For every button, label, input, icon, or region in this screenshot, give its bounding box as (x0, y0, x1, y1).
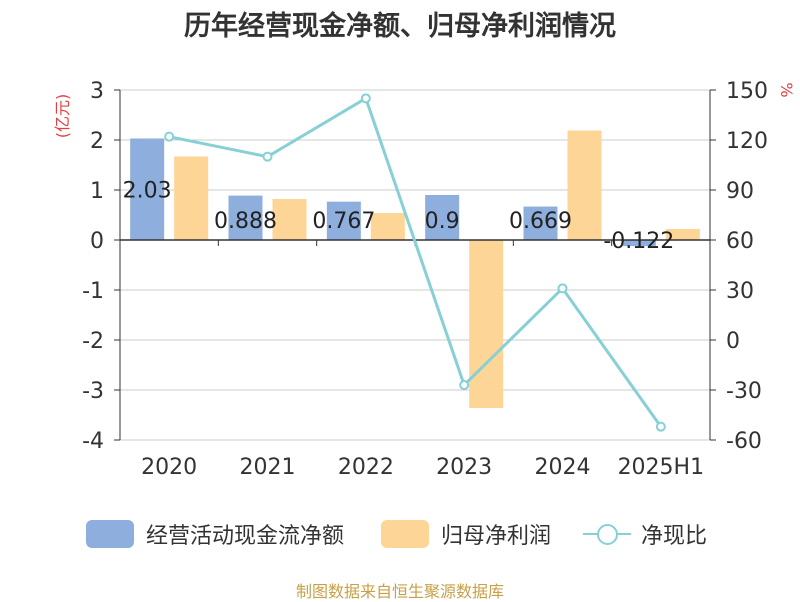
data-label-operating-cash-flow-2020: 2.03 (123, 178, 172, 203)
legend-swatch-net-profit (381, 520, 429, 548)
y-left-tick-label: 2 (90, 129, 104, 154)
net-cash-ratio-point-2023 (459, 380, 470, 390)
bar-net-profit-2022 (370, 213, 405, 240)
y-right-tick-label: 120 (726, 129, 768, 154)
y-right-tick-label: 150 (726, 79, 768, 104)
y-left-tick-label: -1 (82, 279, 104, 304)
bar-operating-cash-flow-2023 (425, 195, 460, 240)
axes: 3 2 1 0 -1 -2 -3 -4 150 120 90 60 30 0 -30 -60 (亿元)% 2020… (53, 79, 796, 480)
chart-plot: 3 2 1 0 -1 -2 -3 -4 150 120 90 60 30 0 -30 -60 (亿元)% 2020… (53, 79, 796, 480)
bar-operating-cash-flow-2021 (228, 195, 263, 240)
x-tick-label-2020: 2020 (141, 455, 197, 480)
y-left-tick-label: -3 (82, 379, 104, 404)
net-cash-ratio-point-2021 (262, 151, 273, 162)
source-note: 制图数据来自恒生聚源数据库 (295, 582, 504, 601)
bar-operating-cash-flow-2025H1 (621, 240, 656, 247)
data-label-operating-cash-flow-2023: 0.9 (425, 209, 460, 234)
y-left-tick-label: 0 (90, 229, 104, 254)
net-cash-ratio-polyline (168, 96, 663, 428)
y-left-tick-label: -4 (82, 429, 104, 454)
legend-item-net-cash-ratio[interactable]: 净现比 (583, 516, 707, 552)
data-label-operating-cash-flow-2025H1: -0.122 (603, 229, 674, 254)
net-cash-ratio-point-2024 (557, 283, 568, 294)
legend-label-net-cash-ratio: 净现比 (641, 524, 708, 549)
chart-title: 历年经营现金净额、归母净利润情况 (184, 11, 616, 42)
bar-net-profit-2023 (469, 240, 504, 408)
net-cash-ratio-point-2022 (360, 93, 371, 104)
x-tick-label-2023: 2023 (436, 455, 492, 480)
x-tick-label-2025H1: 2025H1 (618, 455, 705, 480)
y-left-unit-label: (亿元) (53, 94, 72, 139)
x-tick-label-2024: 2024 (535, 455, 591, 480)
y-right-tick-label: 30 (726, 279, 754, 304)
bar-net-profit-2025H1 (665, 229, 700, 240)
grid-lines (120, 89, 710, 441)
data-labels: 2.03 0.888 0.767 0.9 0.669 -0.122 (123, 178, 675, 254)
y-left-tick-label: -2 (82, 329, 104, 354)
bar-net-profit-2020 (174, 156, 209, 240)
y-right-tick-label: 90 (726, 179, 754, 204)
y-left-tick-label: 1 (90, 179, 104, 204)
data-label-operating-cash-flow-2022: 0.767 (312, 209, 375, 234)
bar-operating-cash-flow-2020 (130, 138, 165, 240)
net-cash-ratio-point-2025H1 (655, 421, 666, 432)
legend-swatch-operating-cash-flow (86, 520, 134, 548)
bar-net-profit-2021 (272, 199, 307, 240)
y-left-tick-label: 3 (90, 79, 104, 104)
bar-operating-cash-flow-2024 (523, 206, 558, 240)
bar-net-profit-2024 (567, 130, 602, 240)
legend-label-net-profit: 归母净利润 (441, 524, 552, 549)
net-cash-ratio-line (164, 93, 666, 432)
bars (130, 130, 700, 408)
legend-label-operating-cash-flow: 经营活动现金流净额 (146, 524, 345, 549)
y-right-tick-label: -60 (726, 429, 762, 454)
net-cash-ratio-point-2020 (164, 131, 175, 142)
data-label-operating-cash-flow-2021: 0.888 (214, 209, 277, 234)
bar-operating-cash-flow-2022 (326, 201, 361, 240)
legend-item-net-profit[interactable]: 归母净利润 (381, 516, 551, 552)
x-tick-label-2021: 2021 (240, 455, 296, 480)
legend-item-operating-cash-flow[interactable]: 经营活动现金流净额 (86, 516, 344, 552)
y-right-tick-label: 0 (726, 329, 740, 354)
legend-swatch-net-cash-ratio (583, 520, 631, 548)
data-label-operating-cash-flow-2024: 0.669 (509, 209, 572, 234)
y-right-tick-label: -30 (726, 379, 762, 404)
y-right-tick-label: 60 (726, 229, 754, 254)
y-right-unit-label: % (777, 82, 796, 97)
legend: 经营活动现金流净额 归母净利润 净现比 (0, 516, 800, 556)
x-tick-label-2022: 2022 (338, 455, 394, 480)
